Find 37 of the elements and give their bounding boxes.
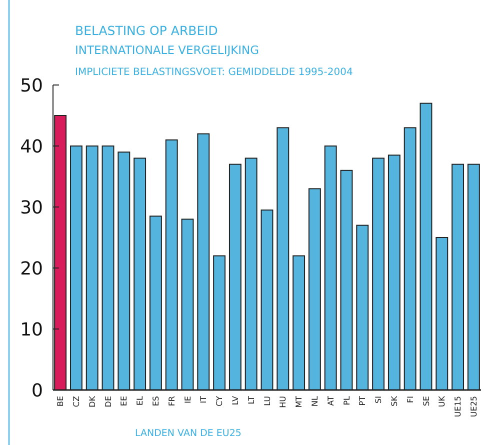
y-tick-label: 50 xyxy=(20,75,43,96)
y-tick-label: 10 xyxy=(20,319,43,340)
x-tick-label: SI xyxy=(374,396,384,404)
x-tick-label: DE xyxy=(104,396,113,408)
x-tick-label: IE xyxy=(183,396,192,404)
x-tick-label: UK xyxy=(438,395,447,408)
x-tick-label: MT xyxy=(294,396,304,408)
x-tick-label: DK xyxy=(88,395,97,408)
y-tick-label: 40 xyxy=(20,136,43,158)
chart-subtitle: INTERNATIONALE VERGELIJKING xyxy=(75,43,260,57)
text: IMPLICIETE BELASTINGSVOET: GEMIDDELDE 1995-2004 xyxy=(75,67,353,78)
x-tick-label: PL xyxy=(342,395,352,406)
x-tick-label: EE xyxy=(120,396,129,406)
y-tick-label: 30 xyxy=(20,197,43,218)
x-tick-label: ES xyxy=(152,396,161,406)
x-tick-label: UE25 xyxy=(469,396,478,418)
x-tick-label: FI xyxy=(406,396,415,403)
x-tick-label: CY xyxy=(215,396,224,406)
x-tick-label: HU xyxy=(278,396,288,408)
x-tick-label: SK xyxy=(390,395,399,406)
x-tick-label: PT xyxy=(358,396,368,406)
x-tick-label: IT xyxy=(199,396,208,404)
x-tick-label: FR xyxy=(167,396,176,406)
chart-title: BELASTING OP ARBEID xyxy=(75,23,218,38)
x-tick-label: UE15 xyxy=(454,396,463,418)
y-tick-label: 0 xyxy=(32,380,43,402)
x-tick-label: LV xyxy=(231,395,240,406)
x-tick-label: LU xyxy=(262,396,272,406)
x-tick-label: SE xyxy=(422,396,431,406)
x-tick-label: AT xyxy=(326,396,336,406)
y-tick-label: 20 xyxy=(20,258,43,280)
x-tick-label: NL xyxy=(310,395,320,406)
x-tick-label: LT xyxy=(246,396,256,404)
x-tick-label: CZ xyxy=(72,395,82,408)
x-tick-label: BE xyxy=(56,396,66,407)
x-tick-label: EL xyxy=(136,395,145,406)
x-axis-title: LANDEN VAN DE EU25 xyxy=(135,428,242,439)
